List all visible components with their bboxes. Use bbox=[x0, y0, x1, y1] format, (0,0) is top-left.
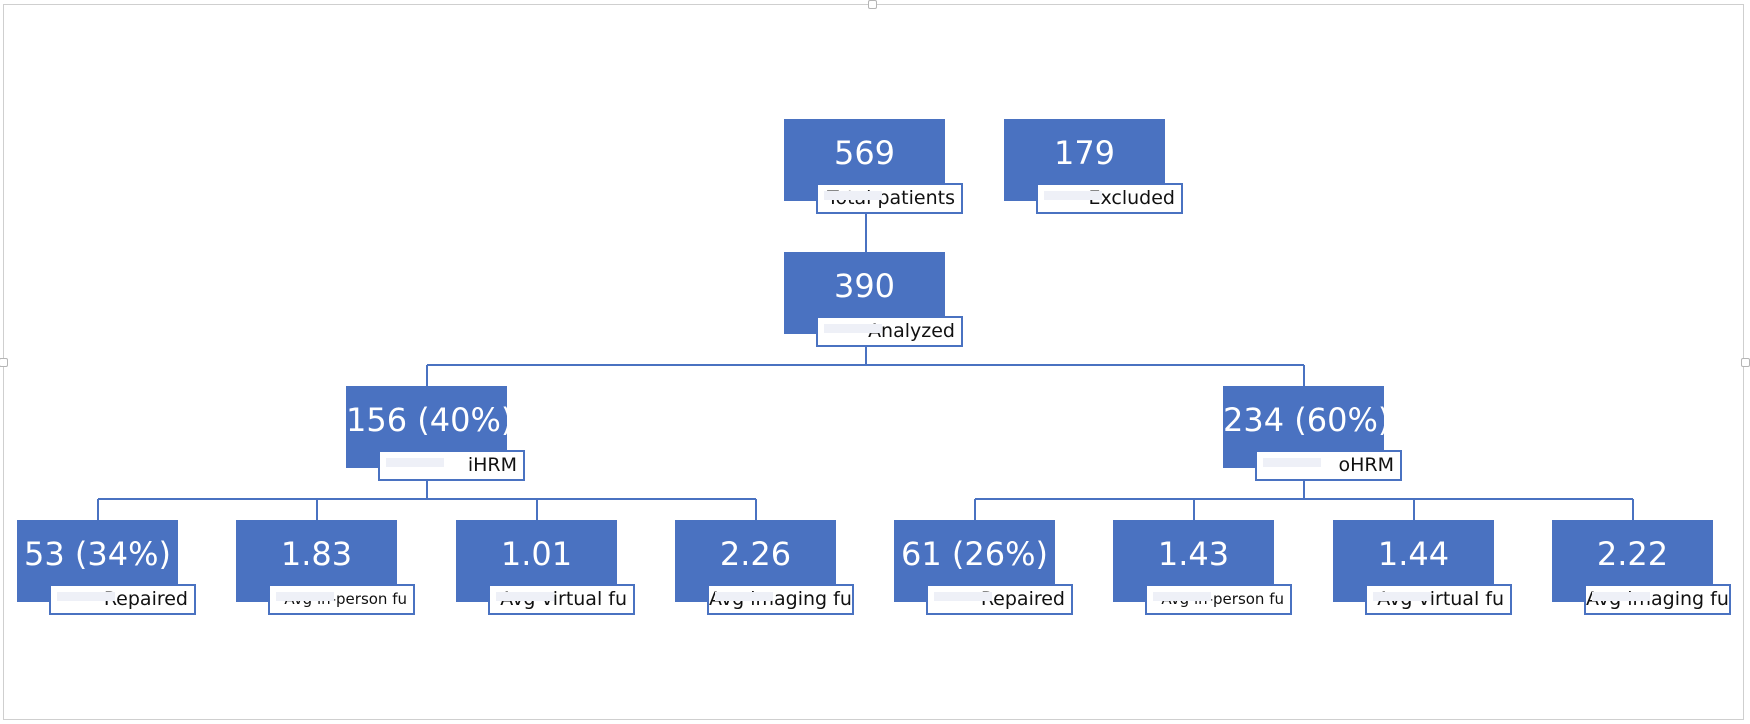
resize-handle-left[interactable] bbox=[0, 358, 8, 367]
resize-handle-top[interactable] bbox=[868, 0, 877, 9]
node-label: Avg virtual fu bbox=[1365, 584, 1512, 615]
node-label: Analyzed bbox=[816, 316, 963, 347]
node-label: Avg virtual fu bbox=[488, 584, 635, 615]
node-label: Total patients bbox=[816, 183, 963, 214]
node-label: Repaired bbox=[926, 584, 1073, 615]
node-label: Excluded bbox=[1036, 183, 1183, 214]
node-label: Avg in-person fu bbox=[268, 584, 415, 615]
node-label: oHRM bbox=[1255, 450, 1402, 481]
node-value: 234 (60%) bbox=[1223, 386, 1390, 468]
node-label: Repaired bbox=[49, 584, 196, 615]
node-label: Avg in-person fu bbox=[1145, 584, 1292, 615]
node-label: Avg imaging fu bbox=[1584, 584, 1731, 615]
node-label: iHRM bbox=[378, 450, 525, 481]
node-label: Avg imaging fu bbox=[707, 584, 854, 615]
